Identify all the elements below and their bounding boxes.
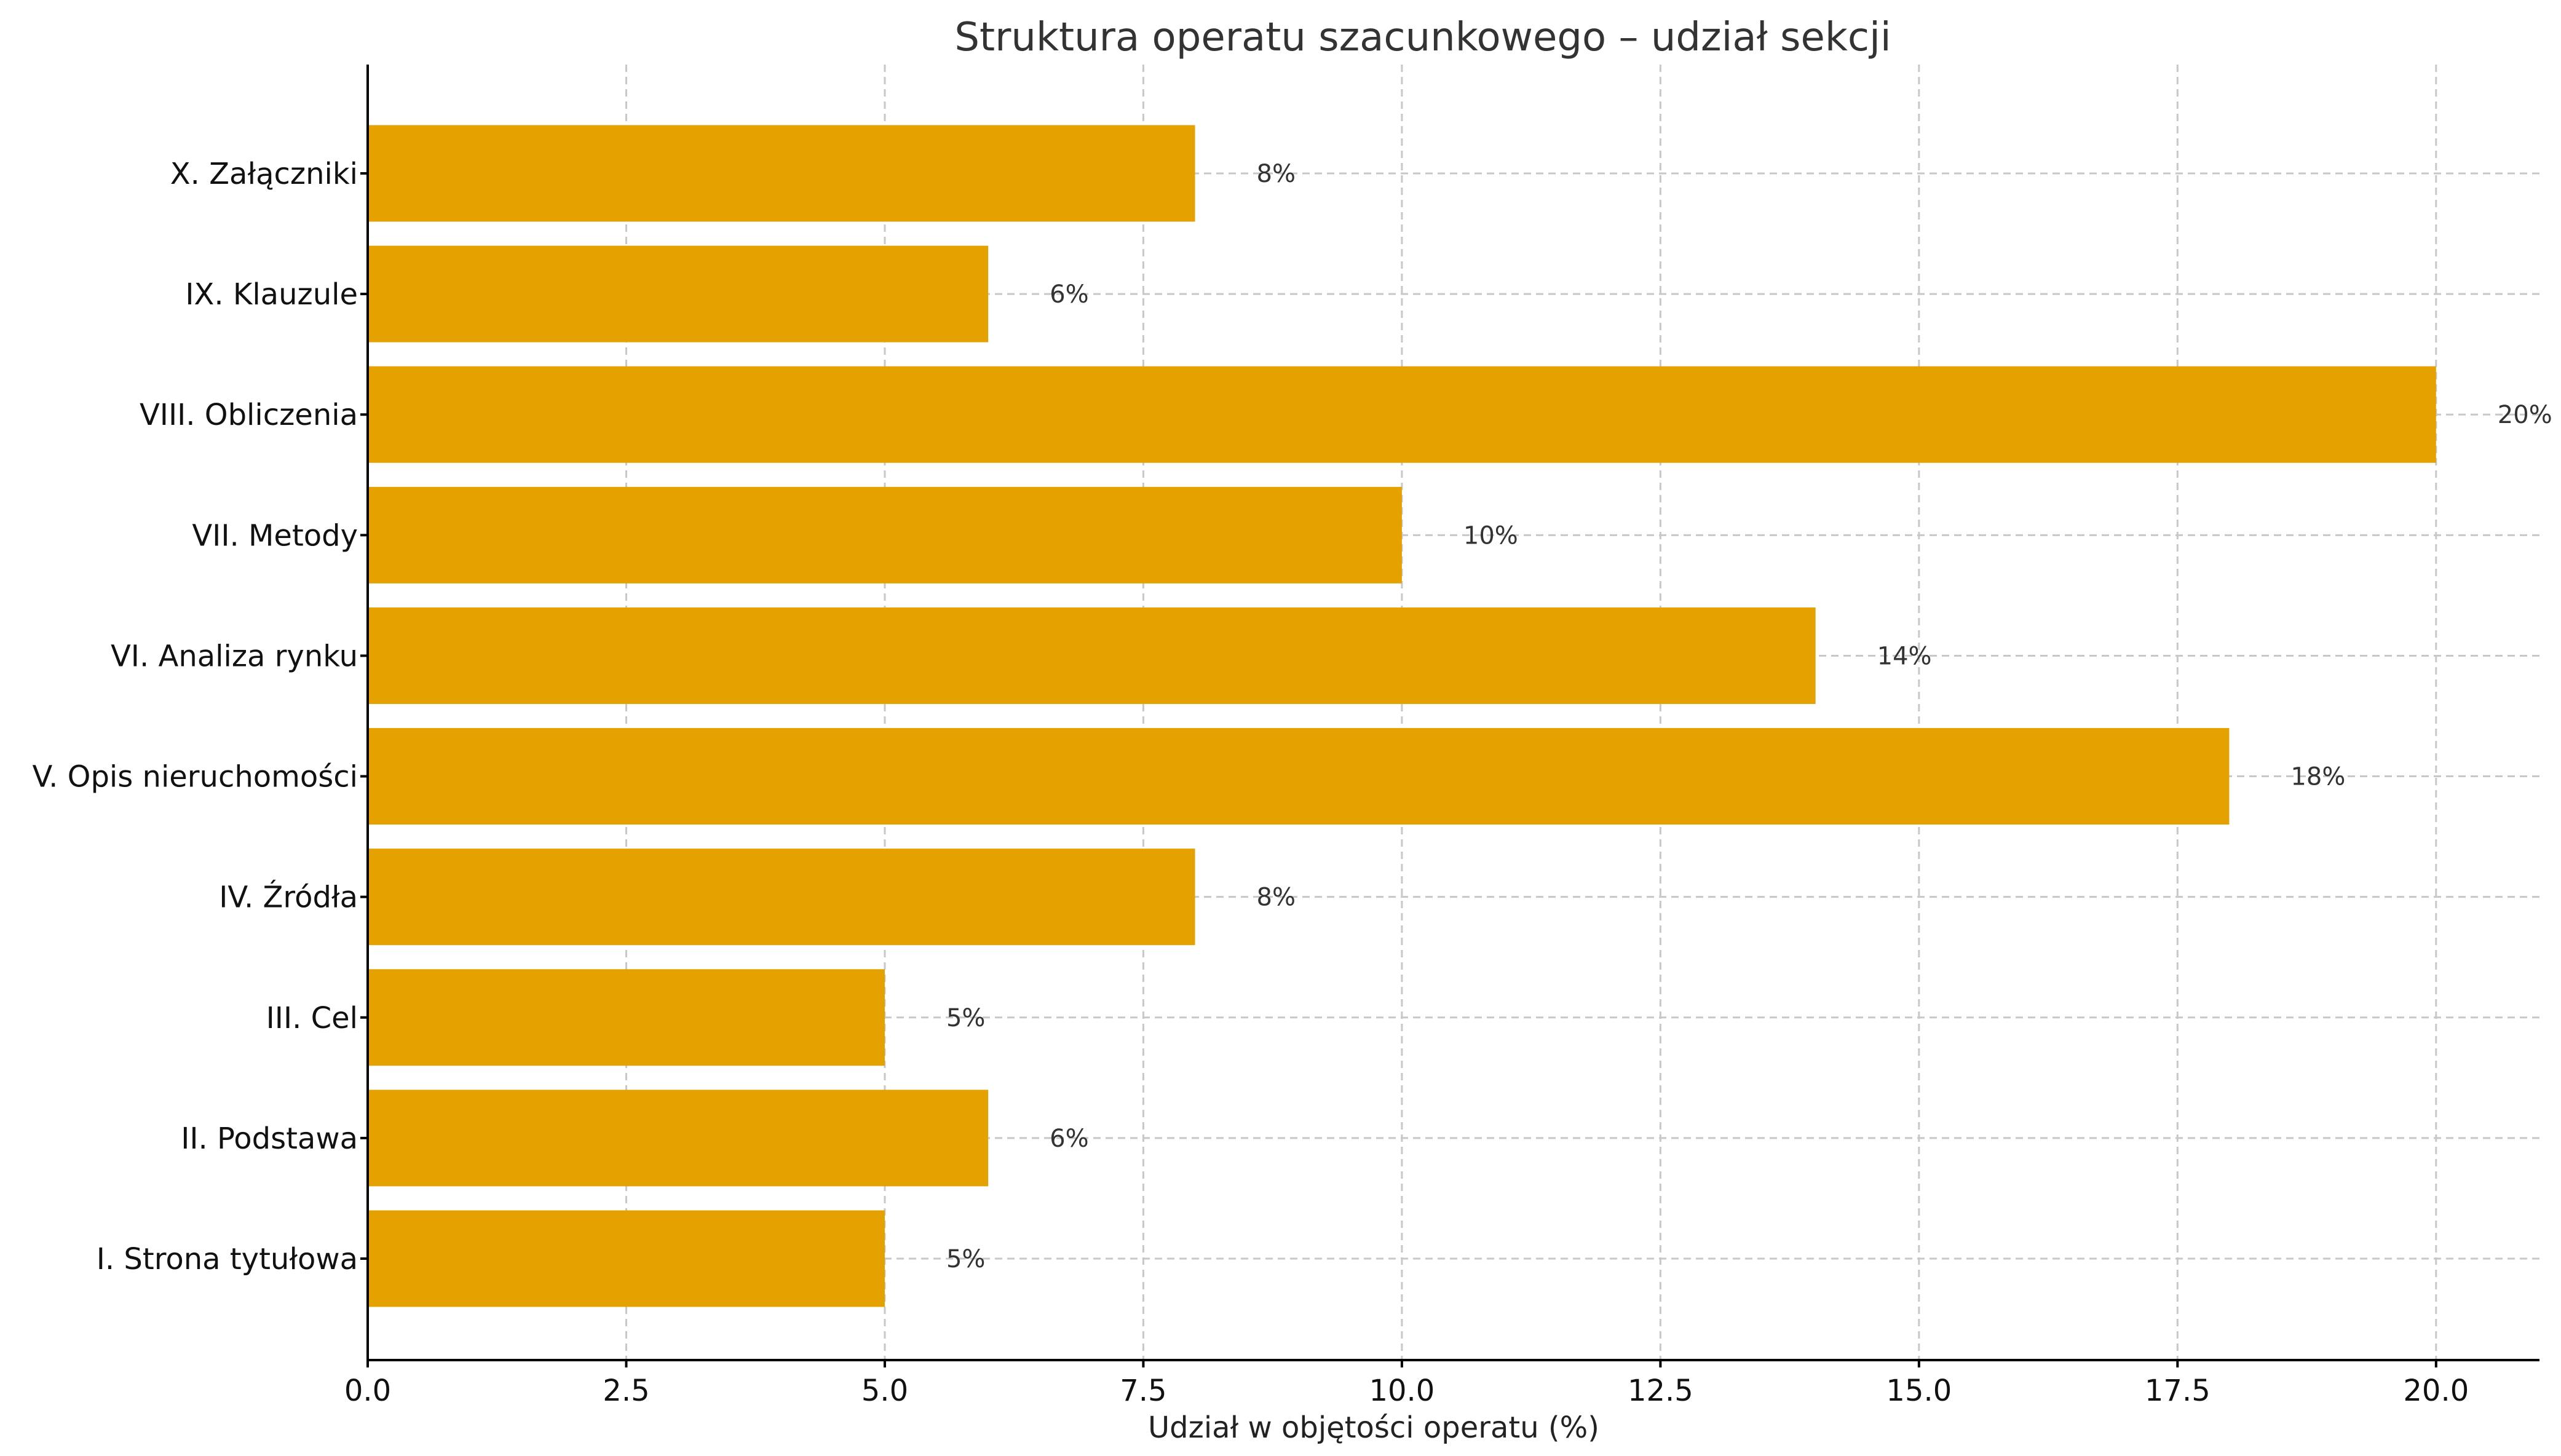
bar-value-label: 5% <box>946 1245 985 1273</box>
bar <box>368 728 2230 825</box>
ticks-layer: 0.0 2.5 5.0 7.5 10.0 12.5 15.0 17.5 20.0 I. Stron… <box>33 157 2469 1408</box>
bar <box>368 1210 885 1307</box>
bar-value-label: 10% <box>1463 521 1518 550</box>
x-tick-label: 15.0 <box>1886 1374 1952 1408</box>
bar-value-label: 20% <box>2498 401 2552 429</box>
y-tick-label: VI. Analiza rynku <box>111 639 358 673</box>
bar <box>368 486 1402 584</box>
x-tick-label: 5.0 <box>861 1374 908 1408</box>
bar <box>368 366 2436 463</box>
bar <box>368 1090 989 1187</box>
bar <box>368 849 1195 946</box>
chart-title: Struktura operatu szacunkowego – udział … <box>954 15 1891 60</box>
x-axis-title: Udział w objętości operatu (%) <box>1148 1410 1599 1445</box>
bar-value-label: 14% <box>1877 642 1932 670</box>
y-tick-label: V. Opis nieruchomości <box>33 760 358 794</box>
x-tick-label: 0.0 <box>344 1374 391 1408</box>
bar-value-label: 8% <box>1257 160 1296 188</box>
x-tick-label: 12.5 <box>1628 1374 1693 1408</box>
y-tick-label: VIII. Obliczenia <box>140 398 358 432</box>
bar-value-label: 8% <box>1257 884 1296 912</box>
data-labels-layer: 5% 6% 5% 8% 18% 14% 10% 20% 6% 8% <box>946 160 2552 1273</box>
bars-layer <box>368 125 2436 1307</box>
y-tick-label: IX. Klauzule <box>185 277 358 312</box>
x-tick-label: 2.5 <box>603 1374 649 1408</box>
bar-value-label: 18% <box>2290 763 2345 791</box>
bar <box>368 969 885 1066</box>
y-tick-label: IV. Źródła <box>219 880 358 915</box>
y-tick-label: I. Strona tytułowa <box>97 1242 358 1276</box>
bar <box>368 125 1195 222</box>
y-tick-label: X. Załączniki <box>170 157 358 191</box>
y-tick-label: III. Cel <box>266 1001 358 1035</box>
bar-value-label: 5% <box>946 1004 985 1032</box>
bar-value-label: 6% <box>1050 1125 1088 1153</box>
x-tick-label: 17.5 <box>2145 1374 2211 1408</box>
x-tick-label: 20.0 <box>2403 1374 2469 1408</box>
bar <box>368 245 989 342</box>
bar-value-label: 6% <box>1050 280 1088 309</box>
bar <box>368 607 1816 704</box>
x-tick-label: 7.5 <box>1120 1374 1166 1408</box>
y-tick-label: VII. Metody <box>192 518 358 553</box>
x-tick-label: 10.0 <box>1369 1374 1435 1408</box>
y-tick-label: II. Podstawa <box>181 1122 358 1156</box>
